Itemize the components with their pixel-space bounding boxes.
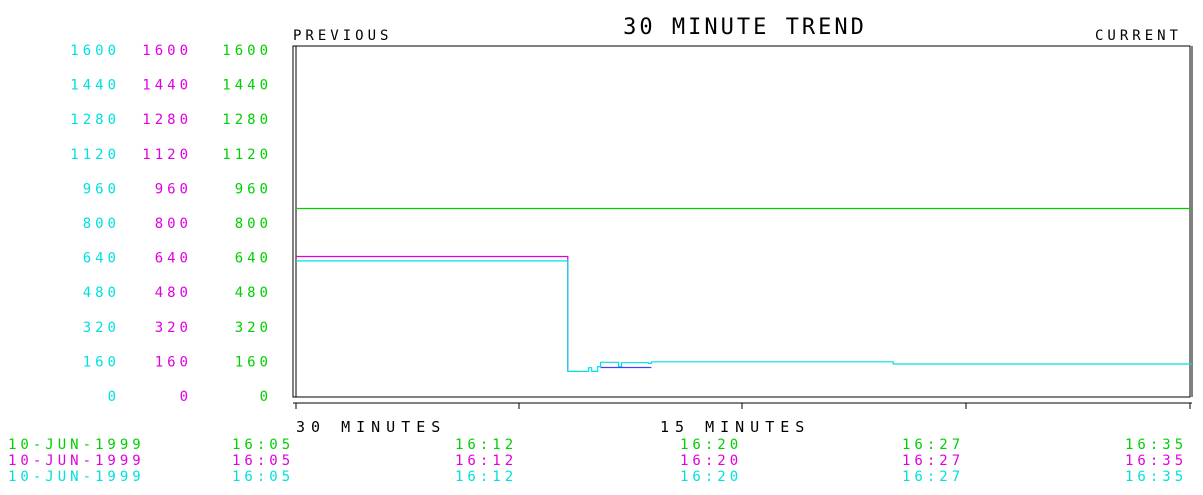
time-label: 16:20 xyxy=(680,437,742,453)
time-label: 16:12 xyxy=(455,453,517,469)
y-tick-label: 1120 xyxy=(142,147,192,163)
y-tick-label: 1280 xyxy=(142,112,192,128)
y-tick-label: 160 xyxy=(235,354,272,370)
y-tick-label: 480 xyxy=(155,285,192,301)
y-tick-label: 1440 xyxy=(142,78,192,94)
date-label: 10-JUN-1999 xyxy=(8,469,145,485)
series-line xyxy=(296,255,569,371)
y-tick-label: 160 xyxy=(83,354,120,370)
y-tick-label: 1600 xyxy=(70,43,120,59)
date-label: 10-JUN-1999 xyxy=(8,437,145,453)
y-tick-label: 320 xyxy=(235,320,272,336)
y-tick-label: 0 xyxy=(260,389,272,405)
chart-title: 30 MINUTE TREND xyxy=(623,15,867,40)
y-tick-label: 640 xyxy=(83,251,120,267)
time-label: 16:05 xyxy=(232,469,294,485)
y-tick-label: 960 xyxy=(235,181,272,197)
y-tick-label: 1280 xyxy=(70,112,120,128)
time-label: 16:12 xyxy=(455,469,517,485)
y-tick-label: 960 xyxy=(83,181,120,197)
y-tick-label: 480 xyxy=(235,285,272,301)
current-label: CURRENT xyxy=(1095,28,1182,44)
y-tick-label: 1600 xyxy=(142,43,192,59)
x-label-15-minutes: 15 MINUTES xyxy=(660,418,810,436)
y-tick-label: 1120 xyxy=(222,147,272,163)
y-tick-label: 960 xyxy=(155,181,192,197)
y-tick-label: 800 xyxy=(155,216,192,232)
time-label: 16:35 xyxy=(1125,453,1187,469)
date-label: 10-JUN-1999 xyxy=(8,453,145,469)
plot-area xyxy=(292,45,1193,409)
time-label: 16:35 xyxy=(1125,437,1187,453)
time-label: 16:12 xyxy=(455,437,517,453)
series-line xyxy=(296,260,1192,372)
time-label: 16:05 xyxy=(232,453,294,469)
y-tick-label: 800 xyxy=(83,216,120,232)
y-tick-label: 1280 xyxy=(222,112,272,128)
y-tick-label: 320 xyxy=(155,320,192,336)
time-label: 16:27 xyxy=(902,453,964,469)
y-tick-label: 800 xyxy=(235,216,272,232)
time-label: 16:05 xyxy=(232,437,294,453)
time-label: 16:27 xyxy=(902,437,964,453)
time-label: 16:27 xyxy=(902,469,964,485)
y-tick-label: 320 xyxy=(83,320,120,336)
y-tick-label: 0 xyxy=(180,389,192,405)
time-label: 16:35 xyxy=(1125,469,1187,485)
time-label: 16:20 xyxy=(680,453,742,469)
x-label-30-minutes: 30 MINUTES xyxy=(296,418,446,436)
previous-label: PREVIOUS xyxy=(293,28,392,44)
plot-frame xyxy=(292,45,1191,398)
y-tick-label: 0 xyxy=(108,389,120,405)
y-tick-label: 1120 xyxy=(70,147,120,163)
y-tick-label: 160 xyxy=(155,354,192,370)
y-tick-label: 640 xyxy=(155,251,192,267)
y-tick-label: 1440 xyxy=(70,78,120,94)
y-tick-label: 1440 xyxy=(222,78,272,94)
y-tick-label: 480 xyxy=(83,285,120,301)
y-tick-label: 640 xyxy=(235,251,272,267)
y-tick-label: 1600 xyxy=(222,43,272,59)
time-label: 16:20 xyxy=(680,469,742,485)
